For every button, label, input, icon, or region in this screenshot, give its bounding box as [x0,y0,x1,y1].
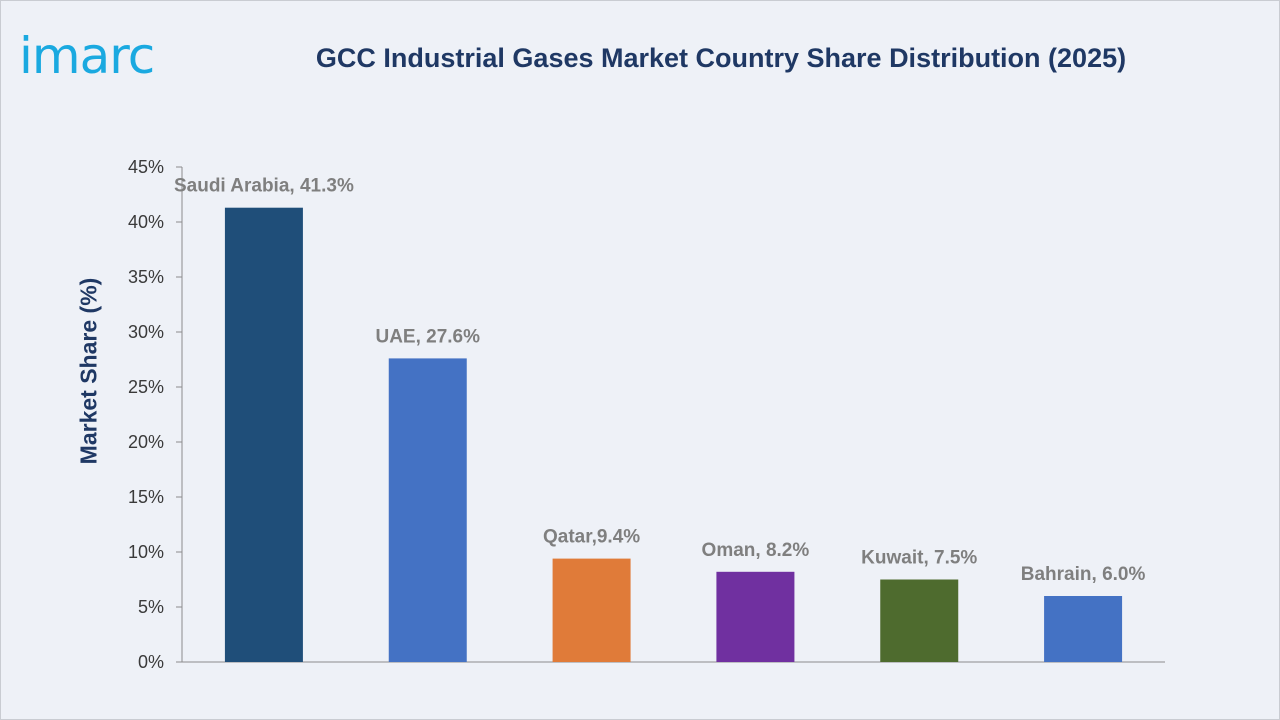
y-tick-label: 45% [128,157,164,177]
data-label: Kuwait, 7.5% [861,548,977,569]
bar [1044,596,1123,662]
data-label: Saudi Arabia, 41.3% [174,176,354,197]
data-label: Bahrain, 6.0% [1021,564,1146,585]
y-tick-label: 20% [128,432,164,452]
y-tick-label: 25% [128,377,164,397]
y-tick-label: 40% [128,212,164,232]
bar [388,358,467,662]
y-tick-label: 15% [128,487,164,507]
data-label: UAE, 27.6% [375,326,480,347]
data-label: Qatar,9.4% [543,527,640,548]
imarc-logo: imarc [19,27,155,85]
bar [716,571,795,662]
bar [880,579,959,662]
data-label: Oman, 8.2% [702,540,810,561]
y-tick-label: 35% [128,267,164,287]
bar [224,207,303,662]
y-tick-label: 10% [128,542,164,562]
bar [552,558,631,662]
y-tick-label: 0% [138,652,164,672]
y-tick-label: 30% [128,322,164,342]
chart-title: GCC Industrial Gases Market Country Shar… [315,43,1127,73]
y-tick-label: 5% [138,597,164,617]
